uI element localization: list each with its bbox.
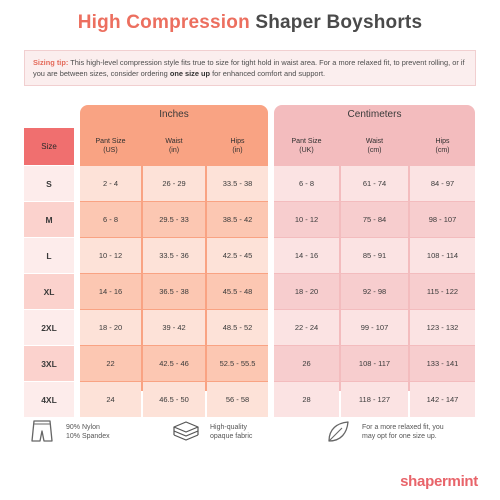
feature-fit-line2: may opt for one size up.: [362, 433, 437, 440]
inches-panel-title: Inches: [159, 109, 189, 120]
centimeters-table-cell: 99 - 107: [341, 310, 408, 345]
sizing-tip-text-1: This high-level compression style fits t…: [33, 58, 465, 78]
feature-strip: 90% Nylon 10% Spandex High-quality opaqu…: [0, 408, 500, 458]
inches-table-cell: 48.5 - 52: [207, 310, 268, 345]
centimeters-column-header: Waist (cm): [341, 128, 408, 165]
centimeters-table-cell: 28: [274, 382, 339, 417]
feature-material: 90% Nylon 10% Spandex: [24, 414, 110, 450]
inches-table-cell: 6 - 8: [80, 202, 141, 237]
shorts-icon: [24, 414, 60, 450]
inches-table-cell: 2 - 4: [80, 166, 141, 201]
size-cell: XL: [24, 274, 74, 309]
feature-material-line2: 10% Spandex: [66, 433, 110, 440]
title-rest: Shaper Boyshorts: [255, 12, 423, 33]
inches-column-header: Pant Size (US): [80, 128, 141, 165]
centimeters-table-cell: 18 - 20: [274, 274, 339, 309]
size-cell: 4XL: [24, 382, 74, 417]
centimeters-panel-title: Centimeters: [347, 109, 402, 120]
inches-table-cell: 38.5 - 42: [207, 202, 268, 237]
title-highlight: High Compression: [77, 12, 250, 33]
centimeters-table-cell: 85 - 91: [341, 238, 408, 273]
sizing-tip: Sizing tip: This high-level compression …: [24, 50, 476, 86]
size-column: Size S M L XL 2XL 3XL 4XL: [24, 128, 74, 417]
inches-table-cell: 24: [80, 382, 141, 417]
centimeters-table-cell: 75 - 84: [341, 202, 408, 237]
inches-table-cell: 29.5 - 33: [143, 202, 205, 237]
inches-table-cell: 56 - 58: [207, 382, 268, 417]
inches-table-cell: 52.5 - 55.5: [207, 346, 268, 381]
feature-material-line1: 90% Nylon: [66, 424, 100, 431]
inches-table-cell: 33.5 - 36: [143, 238, 205, 273]
fabric-layers-icon: [168, 414, 204, 450]
centimeters-table-cell: 108 - 114: [410, 238, 475, 273]
inches-column-header: Waist (in): [143, 128, 205, 165]
leaf-icon: [320, 414, 356, 450]
centimeters-column-header: Hips (cm): [410, 128, 475, 165]
centimeters-table-cell: 98 - 107: [410, 202, 475, 237]
centimeters-table-cell: 115 - 122: [410, 274, 475, 309]
inches-table-cell: 14 - 16: [80, 274, 141, 309]
centimeters-table-cell: 6 - 8: [274, 166, 339, 201]
centimeters-table-cell: 92 - 98: [341, 274, 408, 309]
size-column-header: Size: [24, 128, 74, 165]
centimeters-table-cell: 10 - 12: [274, 202, 339, 237]
inches-table-cell: 46.5 - 50: [143, 382, 205, 417]
centimeters-table: Pant Size (UK) Waist (cm) Hips (cm) 6 - 8 61…: [274, 128, 475, 417]
centimeters-table-cell: 142 - 147: [410, 382, 475, 417]
inches-table-cell: 22: [80, 346, 141, 381]
inches-table: Pant Size (US) Waist (in) Hips (in) 2 - 4 26…: [80, 128, 268, 417]
size-cell: L: [24, 238, 74, 273]
centimeters-table-cell: 14 - 16: [274, 238, 339, 273]
centimeters-table-cell: 118 - 127: [341, 382, 408, 417]
feature-fabric-line1: High-quality: [210, 424, 247, 431]
inches-table-cell: 45.5 - 48: [207, 274, 268, 309]
centimeters-table-cell: 22 - 24: [274, 310, 339, 345]
inches-table-cell: 18 - 20: [80, 310, 141, 345]
centimeters-table-cell: 133 - 141: [410, 346, 475, 381]
inches-table-cell: 10 - 12: [80, 238, 141, 273]
inches-table-cell: 42.5 - 46: [143, 346, 205, 381]
page-title: High Compression Shaper Boyshorts: [0, 12, 500, 34]
inches-table-cell: 42.5 - 45: [207, 238, 268, 273]
size-cell: 2XL: [24, 310, 74, 345]
inches-table-cell: 36.5 - 38: [143, 274, 205, 309]
centimeters-table-cell: 26: [274, 346, 339, 381]
inches-column-header: Hips (in): [207, 128, 268, 165]
size-cell: M: [24, 202, 74, 237]
centimeters-table-cell: 108 - 117: [341, 346, 408, 381]
feature-fit-line1: For a more relaxed fit, you: [362, 424, 444, 431]
brand-logo: shapermint: [400, 473, 478, 490]
inches-table-cell: 26 - 29: [143, 166, 205, 201]
sizing-tip-text-2: for enhanced comfort and support.: [212, 69, 326, 78]
sizing-tip-label: Sizing tip:: [33, 58, 69, 67]
size-cell: 3XL: [24, 346, 74, 381]
centimeters-table-cell: 84 - 97: [410, 166, 475, 201]
centimeters-table-cell: 123 - 132: [410, 310, 475, 345]
feature-fabric: High-quality opaque fabric: [168, 414, 252, 450]
centimeters-column-header: Pant Size (UK): [274, 128, 339, 165]
sizing-tip-bold: one size up: [169, 69, 211, 78]
inches-table-cell: 33.5 - 38: [207, 166, 268, 201]
inches-table-cell: 39 - 42: [143, 310, 205, 345]
centimeters-table-cell: 61 - 74: [341, 166, 408, 201]
feature-fabric-line2: opaque fabric: [210, 433, 253, 440]
feature-fit: For a more relaxed fit, you may opt for …: [320, 414, 444, 450]
size-cell: S: [24, 166, 74, 201]
